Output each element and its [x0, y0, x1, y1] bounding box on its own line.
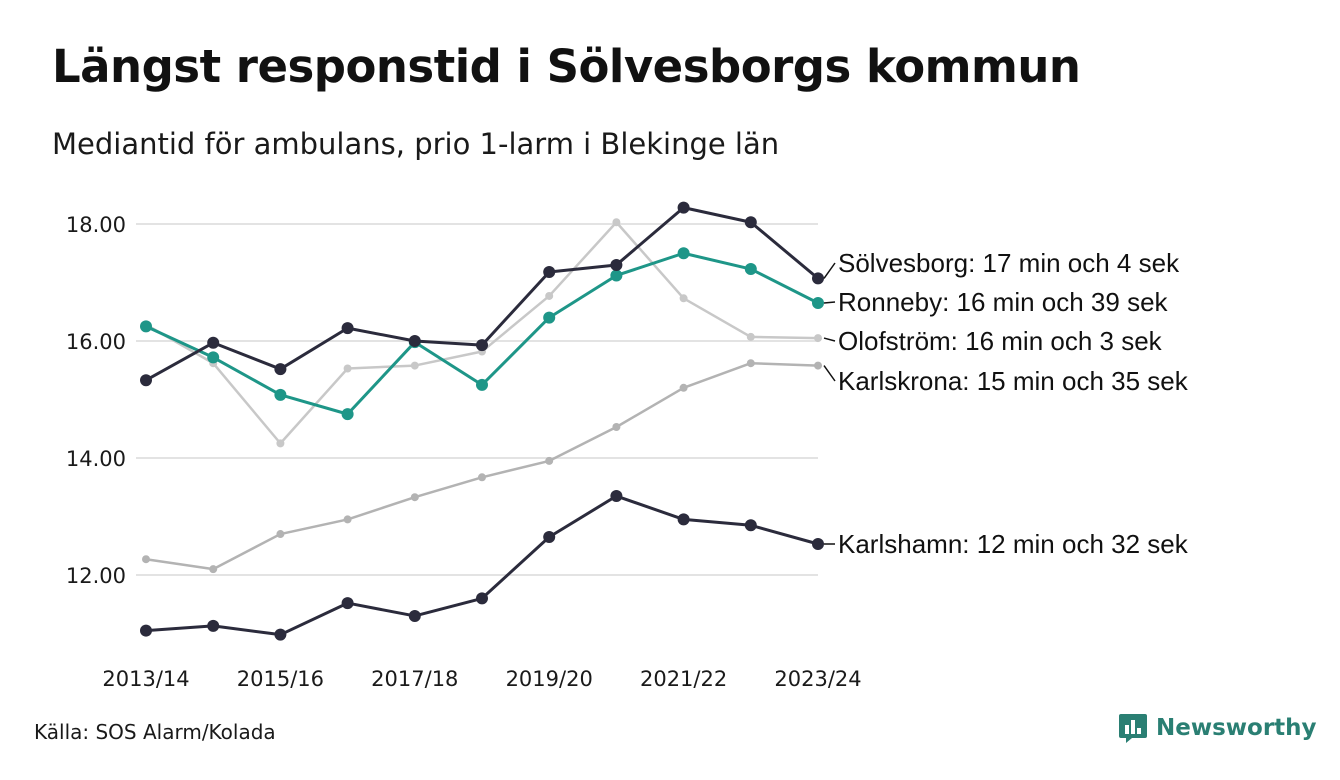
data-point: [476, 592, 488, 605]
data-point: [746, 332, 755, 341]
data-point: [341, 408, 354, 421]
data-point: [274, 628, 287, 641]
y-axis-ticks: 18.00 16.00 14.00 12.00: [66, 213, 126, 588]
series-line: [145, 361, 819, 571]
data-point: [478, 473, 486, 482]
data-point: [476, 378, 488, 391]
data-point: [679, 383, 688, 392]
data-point: [410, 493, 419, 502]
series-line: [145, 220, 819, 445]
label-leader: [823, 365, 836, 382]
data-point: [276, 439, 285, 448]
label-leader: [823, 337, 836, 342]
gridlines: [136, 223, 818, 576]
brand-name: Newsworthy: [1156, 715, 1317, 741]
series-label-ronneby: Ronneby: 16 min och 39 sek: [838, 287, 1169, 317]
series-karlshamn: [140, 490, 824, 641]
x-tick-label: 2017/18: [371, 667, 458, 691]
data-point: [410, 361, 419, 370]
x-tick-label: 2019/20: [506, 667, 593, 691]
data-point: [812, 272, 824, 285]
data-point: [408, 335, 421, 347]
data-point: [207, 351, 220, 364]
data-point: [744, 519, 757, 532]
x-tick-label: 2013/14: [102, 667, 189, 691]
y-tick-label: 18.00: [66, 213, 126, 237]
data-point: [677, 201, 690, 214]
series-label-karlshamn: Karlshamn: 12 min och 32 sek: [838, 529, 1189, 559]
label-leader: [823, 301, 836, 304]
label-leader: [823, 262, 836, 279]
data-point: [140, 624, 152, 637]
data-point: [812, 537, 824, 550]
data-point: [812, 296, 824, 309]
series-olofström: [142, 218, 822, 448]
bar-chart-speech-bubble-icon: [1119, 714, 1147, 743]
data-point: [744, 216, 757, 229]
data-point: [207, 619, 220, 632]
data-point: [744, 263, 757, 276]
chart-title: Längst responstid i Sölvesborgs kommun: [52, 40, 1081, 93]
data-point: [274, 388, 287, 401]
data-point: [343, 364, 352, 373]
brand-logo: Newsworthy: [1118, 712, 1317, 744]
data-point: [746, 359, 755, 368]
series-line: [145, 494, 819, 637]
data-point: [610, 490, 623, 503]
data-point: [140, 320, 152, 333]
series-sölvesborg: [140, 201, 824, 387]
data-point: [140, 374, 152, 387]
data-point: [679, 294, 688, 303]
data-point: [612, 218, 621, 227]
data-point: [814, 361, 822, 370]
data-point: [612, 422, 621, 431]
series-label-olofström: Olofström: 16 min och 3 sek: [838, 326, 1163, 356]
x-tick-label: 2015/16: [237, 667, 324, 691]
data-point: [543, 265, 556, 278]
data-point: [545, 291, 554, 300]
y-tick-label: 14.00: [66, 447, 126, 471]
x-tick-label: 2023/24: [774, 667, 861, 691]
data-point: [343, 515, 352, 524]
data-point: [274, 363, 287, 376]
series-label-sölvesborg: Sölvesborg: 17 min och 4 sek: [838, 248, 1180, 278]
data-point: [610, 258, 623, 271]
data-point: [408, 609, 421, 622]
data-point: [142, 555, 150, 564]
y-tick-label: 12.00: [66, 564, 126, 588]
data-point: [545, 456, 554, 465]
data-point: [677, 247, 690, 260]
data-point: [341, 597, 354, 610]
x-tick-label: 2021/22: [640, 667, 727, 691]
data-point: [476, 339, 488, 352]
data-point: [341, 322, 354, 335]
series-label-karlskrona: Karlskrona: 15 min och 35 sek: [838, 366, 1189, 396]
data-point: [677, 513, 690, 526]
source-note: Källa: SOS Alarm/Kolada: [34, 720, 276, 744]
data-point: [543, 530, 556, 543]
series-ronneby: [140, 247, 824, 421]
data-point: [276, 530, 285, 539]
chart-subtitle: Mediantid för ambulans, prio 1-larm i Bl…: [52, 127, 780, 161]
data-point: [209, 565, 218, 574]
x-axis-ticks: 2013/14 2015/16 2017/18 2019/20 2021/22 2023/…: [102, 667, 861, 691]
series-labels: Olofström: 16 min och 3 sek Karlskrona: 1…: [823, 248, 1189, 559]
data-point: [814, 334, 822, 343]
data-point: [610, 269, 623, 282]
data-point: [543, 311, 556, 324]
series-group: [140, 201, 824, 641]
series-karlskrona: [142, 359, 822, 574]
data-point: [207, 336, 220, 349]
y-tick-label: 16.00: [66, 330, 126, 354]
